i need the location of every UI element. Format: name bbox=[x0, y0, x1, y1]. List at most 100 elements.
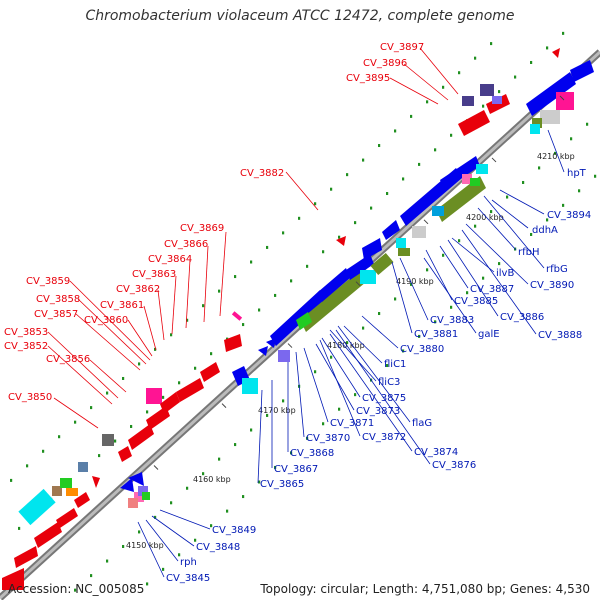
summary-text: Topology: circular; Length: 4,751,080 bp… bbox=[260, 582, 590, 596]
gc-dot bbox=[306, 436, 309, 440]
gene-block bbox=[102, 434, 114, 446]
gc-dot bbox=[578, 189, 581, 193]
gc-dot bbox=[314, 370, 317, 374]
gc-dot bbox=[18, 526, 21, 530]
gc-dot bbox=[386, 364, 389, 368]
gene-arrow bbox=[160, 392, 180, 414]
gc-dot bbox=[266, 245, 269, 249]
gene-arrow bbox=[318, 268, 350, 302]
gene-label: CV_3874 bbox=[414, 447, 458, 458]
upper-strand-labels: CV_3897 CV_3896 CV_3895 CV_3882 CV_3869 … bbox=[4, 42, 424, 403]
gene-arrow bbox=[176, 378, 204, 402]
gc-dot bbox=[298, 216, 301, 220]
gc-dot bbox=[482, 104, 485, 108]
gc-dot bbox=[418, 162, 421, 166]
gene-label: CV_3862 bbox=[116, 284, 160, 295]
gc-dot bbox=[306, 264, 309, 268]
leader-line bbox=[53, 397, 99, 429]
gc-dot bbox=[74, 420, 77, 424]
tick: 4160 kbp bbox=[193, 475, 231, 484]
leader-line bbox=[151, 515, 195, 547]
gene-block bbox=[370, 252, 394, 276]
gc-dot bbox=[10, 478, 13, 482]
gc-dot bbox=[450, 133, 453, 137]
gc-dot bbox=[258, 308, 261, 312]
gene-label: CV_3849 bbox=[212, 525, 256, 536]
leader-line bbox=[303, 347, 329, 423]
gene-arrow bbox=[526, 72, 576, 116]
gene-arrow bbox=[56, 508, 78, 528]
gc-dot bbox=[210, 352, 213, 356]
gc-dot bbox=[98, 454, 101, 458]
leader-line bbox=[419, 47, 459, 95]
gc-dot bbox=[570, 137, 573, 141]
gc-dot bbox=[290, 451, 293, 455]
gc-dot bbox=[538, 166, 541, 170]
tick-mark bbox=[221, 403, 227, 408]
gc-dot bbox=[362, 326, 365, 330]
gc-dot bbox=[418, 334, 421, 338]
gc-dot bbox=[490, 210, 493, 214]
leader-line bbox=[403, 63, 449, 101]
gc-dot bbox=[130, 424, 133, 428]
leader-line bbox=[47, 345, 113, 405]
gc-dot bbox=[410, 114, 413, 118]
gc-dot bbox=[594, 174, 597, 178]
gene-label: CV_3870 bbox=[306, 433, 350, 444]
gc-dot bbox=[426, 268, 429, 272]
gene-block bbox=[231, 311, 243, 321]
gene-label: CV_3880 bbox=[400, 344, 444, 355]
gene-block bbox=[66, 488, 78, 496]
gene-label: CV_3848 bbox=[196, 542, 240, 553]
gc-dot bbox=[122, 376, 125, 380]
gc-dot bbox=[226, 509, 229, 513]
leader-line bbox=[547, 129, 565, 173]
gc-dot bbox=[122, 544, 125, 548]
gene-block bbox=[396, 238, 406, 248]
gene-arrow bbox=[440, 156, 480, 190]
gene-arrow bbox=[92, 476, 100, 488]
gc-dot bbox=[106, 559, 109, 563]
gene-block bbox=[432, 206, 444, 216]
leader-line bbox=[137, 521, 165, 578]
gene-arrow bbox=[128, 424, 154, 450]
gc-dot bbox=[442, 253, 445, 257]
gc-dot bbox=[194, 366, 197, 370]
gene-label: hpT bbox=[567, 168, 587, 179]
gc-dot bbox=[202, 472, 205, 476]
gc-dot bbox=[346, 173, 349, 177]
leader-line bbox=[461, 229, 537, 335]
gc-dot bbox=[282, 231, 285, 235]
tick: 4190 kbp bbox=[396, 277, 434, 286]
gc-dot bbox=[562, 31, 565, 35]
gene-label: CV_3858 bbox=[36, 294, 80, 305]
gene-arrow bbox=[118, 446, 132, 462]
leader-line bbox=[399, 257, 429, 321]
gene-arrow bbox=[34, 522, 62, 548]
tick: 4210 kbp bbox=[537, 152, 575, 161]
gene-label: galE bbox=[478, 329, 500, 340]
gene-block bbox=[242, 378, 258, 394]
gc-dot bbox=[186, 318, 189, 322]
gene-block bbox=[146, 388, 162, 404]
gc-dot bbox=[330, 187, 333, 191]
gc-dot bbox=[402, 177, 405, 181]
leader-line bbox=[389, 77, 439, 105]
gene-block bbox=[556, 92, 574, 110]
gene-block bbox=[470, 178, 480, 186]
gene-label: CV_3871 bbox=[330, 418, 374, 429]
gc-dot bbox=[522, 180, 525, 184]
gene-arrow bbox=[120, 478, 134, 492]
gc-dot bbox=[202, 304, 205, 308]
gene-block bbox=[360, 270, 376, 284]
gc-dot bbox=[186, 486, 189, 490]
leader-line bbox=[127, 319, 153, 357]
leader-line bbox=[439, 245, 469, 289]
leader-line bbox=[447, 239, 499, 317]
gc-dot bbox=[530, 60, 533, 64]
gc-dot bbox=[322, 250, 325, 254]
gene-label: CV_3876 bbox=[432, 460, 476, 471]
gc-dot bbox=[338, 407, 341, 411]
tick-label: 4180 kbp bbox=[327, 341, 365, 350]
gene-block bbox=[138, 486, 148, 496]
